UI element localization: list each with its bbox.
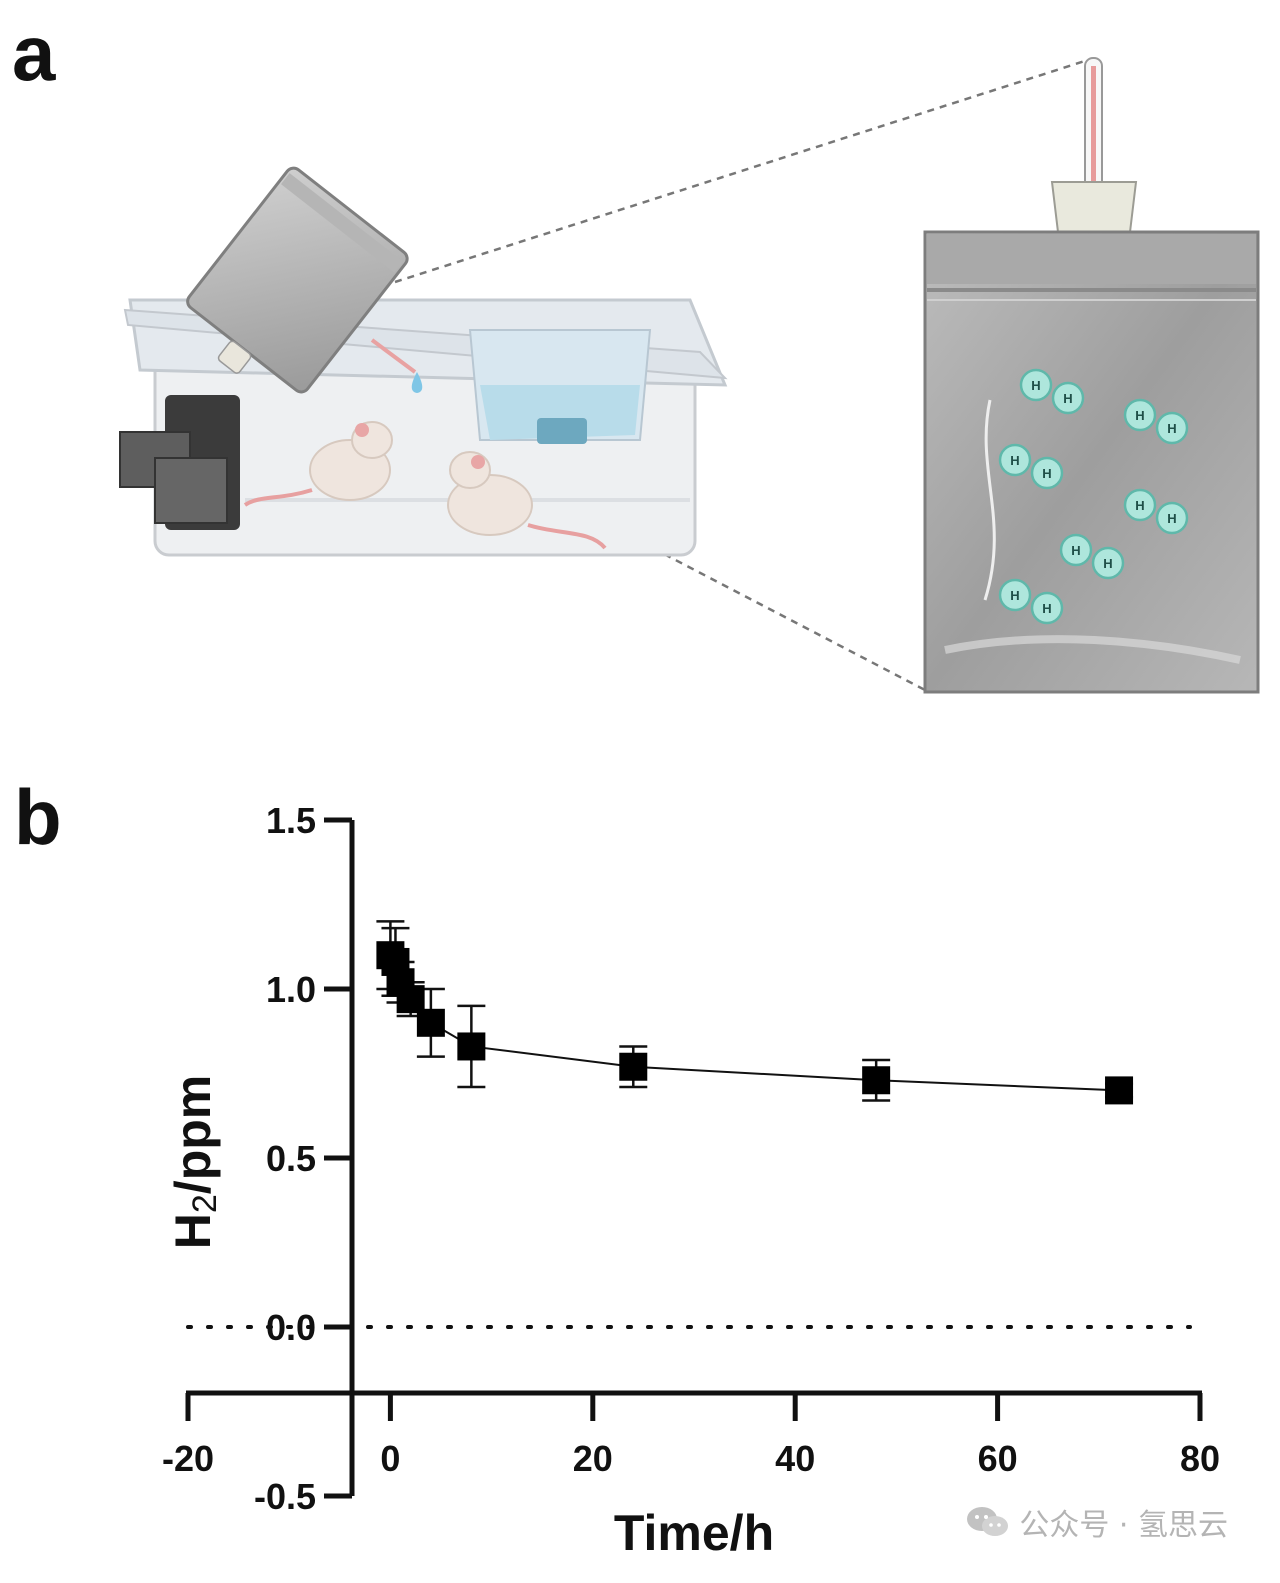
- mouse-2: [447, 451, 607, 550]
- small-tube: [370, 338, 417, 374]
- hydrogen-atom-label: H: [1063, 391, 1072, 406]
- x-tick-label: 60: [978, 1438, 1018, 1479]
- data-point: [416, 1008, 445, 1037]
- data-point: [457, 1032, 486, 1061]
- hydrogen-molecule: HH: [1123, 488, 1189, 535]
- schematic-illustration: HHHHHHHHHHHHHH: [119, 57, 1260, 694]
- zoom-line-bottom: [329, 378, 926, 692]
- series-line: [389, 954, 1120, 1092]
- hydrogen-atom: [1155, 501, 1189, 535]
- hydrogen-atom-label: H: [1167, 511, 1176, 526]
- hydrogen-atom-label: H: [1010, 453, 1019, 468]
- panel-a-label: a: [12, 9, 56, 97]
- hydrogen-atom: [1155, 411, 1189, 445]
- y-axis-title-main: H: [165, 1213, 221, 1249]
- x-tick-label: 0: [380, 1438, 400, 1479]
- data-point: [396, 985, 425, 1014]
- hydrogen-atom: [1019, 368, 1053, 402]
- watermark: 公众号 · 氢思云: [965, 1500, 1228, 1544]
- y-tick-label: 1.5: [266, 800, 316, 841]
- water-drop: [411, 372, 423, 393]
- hydrogen-molecule: HH: [1019, 368, 1085, 415]
- large-hydrogen-bag: [923, 57, 1260, 694]
- x-tick-label: 40: [775, 1438, 815, 1479]
- y-tick-label: -0.5: [254, 1476, 316, 1517]
- hydrogen-atom: [998, 578, 1032, 612]
- panel-b-label: b: [14, 773, 62, 861]
- hydrogen-atom: [1123, 488, 1157, 522]
- watermark-text: 公众号 · 氢思云: [1019, 1508, 1228, 1543]
- data-point: [862, 1066, 891, 1095]
- hydrogen-molecule: HH: [998, 578, 1064, 625]
- y-tick-label: 1.0: [266, 969, 316, 1010]
- hydrogen-atom-label: H: [1103, 556, 1112, 571]
- hydrogen-atom-label: H: [1135, 408, 1144, 423]
- hydrogen-atom-label: H: [1031, 378, 1040, 393]
- hydrogen-atom-label: H: [1042, 466, 1051, 481]
- hydrogen-molecule: HH: [1059, 533, 1125, 580]
- data-point: [619, 1052, 648, 1081]
- hydrogen-atom-label: H: [1010, 588, 1019, 603]
- x-axis-title: Time/h: [614, 1505, 774, 1561]
- x-tick-label: 80: [1180, 1438, 1220, 1479]
- hydrogen-atom-label: H: [1042, 601, 1051, 616]
- zoom-line-top: [394, 58, 1089, 284]
- hydrogen-atom-label: H: [1135, 498, 1144, 513]
- hydrogen-atom: [1091, 546, 1125, 580]
- hydrogen-atom: [1059, 533, 1093, 567]
- mouse-cage: [119, 298, 728, 557]
- hydrogen-atom-label: H: [1071, 543, 1080, 558]
- hydrogen-molecule: HH: [998, 443, 1064, 490]
- y-tick-label: 0.0: [266, 1307, 316, 1348]
- data-point: [1105, 1076, 1134, 1105]
- y-axis-title: H2/ppm: [165, 1075, 224, 1249]
- hydrogen-atom-label: H: [1167, 421, 1176, 436]
- mouse-1: [243, 421, 393, 507]
- y-tick-label: 0.5: [266, 1138, 316, 1179]
- hydrogen-molecules: HHHHHHHHHHHHHH: [998, 368, 1189, 625]
- x-tick-label: 20: [573, 1438, 613, 1479]
- wechat-icon: [967, 1507, 1009, 1536]
- y-axis-title-sub: 2: [186, 1194, 224, 1213]
- hydrogen-atom: [1123, 398, 1157, 432]
- hydrogen-atom: [1030, 456, 1064, 490]
- hydrogen-atom: [1030, 591, 1064, 625]
- x-tick-label: -20: [162, 1438, 214, 1479]
- hydrogen-molecule: HH: [1123, 398, 1189, 445]
- hydrogen-atom: [1051, 381, 1085, 415]
- y-axis-title-rest: /ppm: [165, 1075, 221, 1194]
- small-hydrogen-bag: [186, 166, 409, 394]
- hydrogen-concentration-chart: -0.5 0.0 0.5 1.0 1.5 -20 0 20 40 60 80 Time/h H2/p…: [162, 800, 1220, 1561]
- hydrogen-atom: [998, 443, 1032, 477]
